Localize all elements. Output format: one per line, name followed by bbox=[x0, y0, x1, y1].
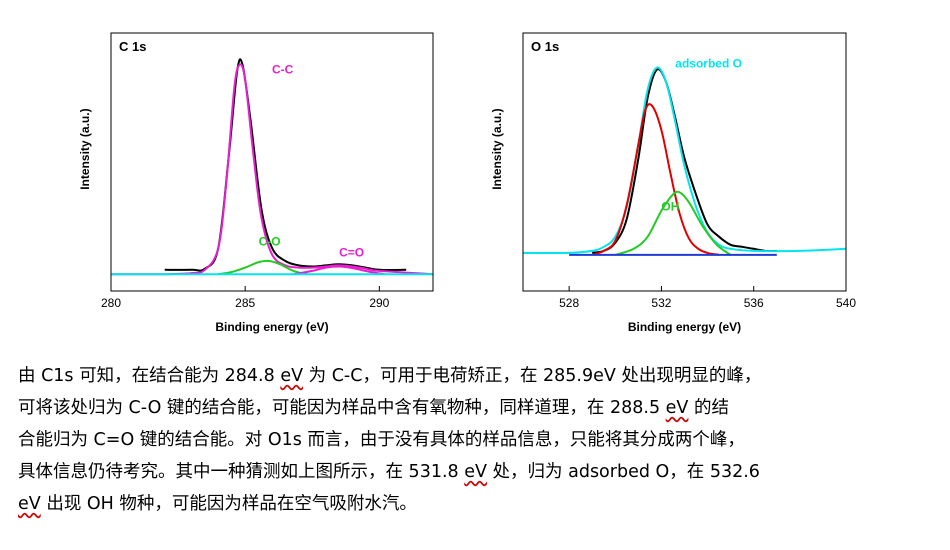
series-c-o bbox=[218, 259, 308, 276]
caption-segment: 处，归为 adsorbed O，在 532.6 bbox=[486, 462, 760, 482]
y-axis-title: Intensity (a.u.) bbox=[78, 108, 92, 189]
caption-text: 由 C1s 可知，在结合能为 284.8 eV 为 C-C，可用于电荷矫正，在 … bbox=[18, 360, 938, 520]
series-0 bbox=[591, 68, 777, 254]
annotation-c-o: C=O bbox=[339, 246, 364, 260]
x-tick-label: 540 bbox=[836, 296, 856, 310]
caption-segment: 具体信息仍待考究。其中一种猜测如上图所示，在 531.8 bbox=[18, 462, 465, 482]
plot-frame bbox=[522, 32, 847, 292]
panel-label: C 1s bbox=[119, 39, 146, 54]
caption-line: 合能归为 C=O 键的结合能。对 O1s 而言，由于没有具体的样品信息，只能将其… bbox=[18, 424, 938, 456]
caption-line: 具体信息仍待考究。其中一种猜测如上图所示，在 531.8 eV 处，归为 ads… bbox=[18, 456, 938, 488]
annotation-adsorbed-o: adsorbed O bbox=[675, 57, 742, 71]
annotation-oh: OH bbox=[661, 200, 679, 214]
x-tick-label: 280 bbox=[101, 296, 121, 310]
caption-segment: 为 C-C，可用于电荷矫正，在 285.9eV 处出现明显的峰， bbox=[303, 366, 762, 386]
annotation-c-o: C-O bbox=[259, 235, 281, 249]
chart-panel-o-1s: 528 532 536 540 Binding energy (eV) Intensity… bbox=[490, 32, 856, 334]
series-c-o bbox=[293, 265, 385, 276]
caption-segment: 由 C1s 可知，在结合能为 284.8 bbox=[18, 366, 281, 386]
y-axis-title: Intensity (a.u.) bbox=[490, 108, 504, 189]
caption-line: eV 出现 OH 物种，可能因为样品在空气吸附水汽。 bbox=[18, 488, 938, 520]
series-adsorbed-o bbox=[522, 66, 847, 255]
panel-label: O 1s bbox=[531, 39, 559, 54]
caption-segment: 出现 OH 物种，可能因为样品在空气吸附水汽。 bbox=[40, 494, 417, 514]
x-axis-title: Binding energy (eV) bbox=[215, 320, 328, 334]
caption-segment: 的结 bbox=[688, 398, 729, 418]
series-0 bbox=[164, 58, 407, 272]
x-tick-label: 536 bbox=[744, 296, 764, 310]
caption-segment: 合能归为 C=O 键的结合能。对 O1s 而言，由于没有具体的样品信息，只能将其… bbox=[18, 430, 745, 450]
x-tick-label: 528 bbox=[559, 296, 579, 310]
xps-figure: 280 285 290 Binding energy (eV) Intensity (a… bbox=[78, 32, 856, 334]
caption-segment: 可将该处归为 C-O 键的结合能，可能因为样品中含有氧物种，同样道理，在 288… bbox=[18, 398, 666, 418]
x-axis-title: Binding energy (eV) bbox=[628, 320, 741, 334]
x-tick-label: 290 bbox=[369, 296, 389, 310]
caption-unit-underlined: eV bbox=[665, 398, 689, 418]
series-c-c bbox=[110, 63, 434, 276]
x-tick-label: 532 bbox=[651, 296, 671, 310]
series-oh bbox=[614, 190, 732, 256]
chart-panel-c-1s: 280 285 290 Binding energy (eV) Intensity (a… bbox=[78, 32, 434, 334]
caption-line: 由 C1s 可知，在结合能为 284.8 eV 为 C-C，可用于电荷矫正，在 … bbox=[18, 360, 938, 392]
caption-unit-underlined: eV bbox=[464, 462, 487, 482]
x-tick-label: 285 bbox=[235, 296, 255, 310]
plot-frame bbox=[110, 32, 434, 292]
caption-line: 可将该处归为 C-O 键的结合能，可能因为样品中含有氧物种，同样道理，在 288… bbox=[18, 392, 938, 424]
annotation-c-c: C-C bbox=[272, 62, 294, 76]
caption-unit-underlined: eV bbox=[18, 494, 41, 514]
series-2 bbox=[591, 103, 720, 256]
caption-unit-underlined: eV bbox=[280, 366, 304, 386]
